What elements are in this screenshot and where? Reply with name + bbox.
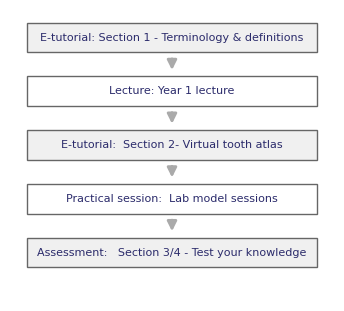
Text: Lecture: Year 1 lecture: Lecture: Year 1 lecture (109, 86, 235, 96)
Text: E-tutorial:  Section 2- Virtual tooth atlas: E-tutorial: Section 2- Virtual tooth atl… (61, 140, 283, 150)
Bar (27, 130, 317, 160)
Bar (27, 77, 317, 106)
Text: E-tutorial: Section 1 - Terminology & definitions: E-tutorial: Section 1 - Terminology & de… (40, 33, 304, 43)
Text: Assessment:   Section 3/4 - Test your knowledge: Assessment: Section 3/4 - Test your know… (37, 248, 307, 258)
Bar (27, 238, 317, 267)
Bar (27, 184, 317, 214)
Bar (27, 23, 317, 53)
Text: Practical session:  Lab model sessions: Practical session: Lab model sessions (66, 194, 278, 204)
